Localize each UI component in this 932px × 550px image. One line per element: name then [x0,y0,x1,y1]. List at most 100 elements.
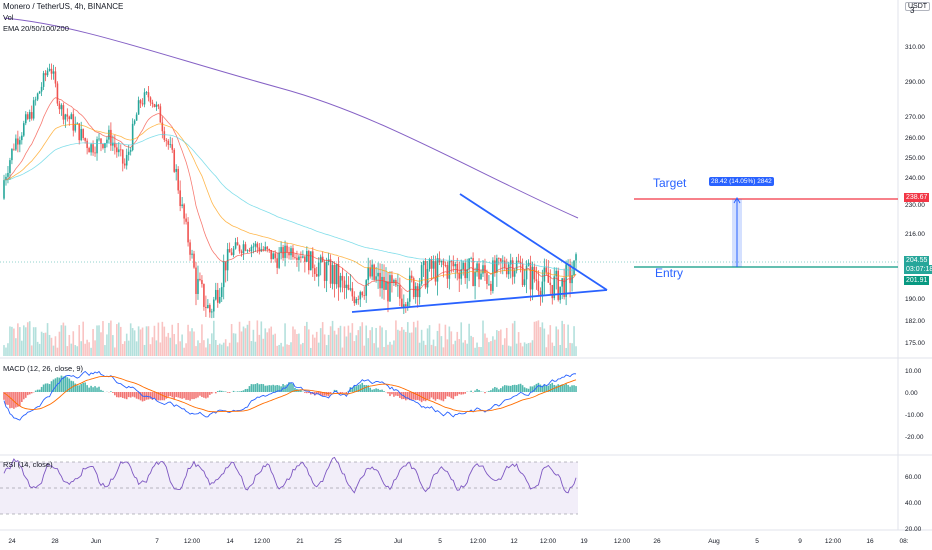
volume-bar [355,335,358,356]
volume-bar [207,338,209,356]
candle-body [339,275,342,288]
candle-body [60,105,63,110]
candle-body [553,276,556,299]
candle-body [108,129,110,140]
candle-body [135,114,138,121]
macd-legend[interactable]: MACD (12, 26, close, 9) [3,364,84,373]
symbol-title[interactable]: Monero / TetherUS, 4h, BINANCE [3,2,124,11]
macd-histogram-bar [236,391,239,392]
macd-histogram-bar [102,390,104,392]
candle-body [470,258,472,259]
candle-body [177,168,179,191]
candle-body [545,267,548,273]
ema-legend[interactable]: EMA 20/50/100/200 [3,24,69,33]
candle-body [22,123,25,136]
currency-badge[interactable]: USDT [905,2,931,11]
candle-body [116,147,118,153]
volume-bar [193,331,195,356]
time-tick-label: 12:00 [470,538,487,545]
macd-histogram-bar [571,385,573,392]
candle-body [389,275,391,302]
volume-bar [569,342,571,356]
volume-bar [531,340,534,356]
volume-bar [175,344,177,356]
macd-histogram-bar [500,388,502,392]
volume-bar [199,342,201,356]
macd-histogram-bar [274,385,276,392]
candle-body [529,262,532,290]
candle-body [64,114,67,120]
volume-bar [50,337,53,356]
candle-body [11,148,13,161]
volume-bar [498,331,500,356]
candle-body [58,103,61,110]
candle-body [306,251,308,262]
candle-body [127,151,130,155]
candle-body [537,281,540,292]
rsi-legend[interactable]: RSI (14, close) [3,460,53,469]
volume-bar [391,344,393,356]
macd-histogram-bar [21,392,23,402]
volume-bar [337,327,340,356]
candle-body [494,260,496,273]
macd-histogram-bar [54,378,57,392]
time-tick-label: 24 [8,538,16,545]
macd-histogram-bar [304,392,306,393]
candle-body [456,264,459,273]
volume-bar [282,346,284,356]
volume-bar [418,342,421,356]
volume-bar [309,347,312,356]
volume-bar [286,344,288,356]
macd-histogram-bar [232,390,235,392]
macd-histogram-bar [5,392,7,405]
macd-line [3,370,577,421]
volume-bar [238,321,241,356]
candle-body [199,278,201,281]
volume-bar [555,326,558,356]
candle-body [38,91,41,94]
volume-bar [145,326,148,356]
macd-histogram-bar [294,387,296,392]
time-tick-label: 25 [334,538,342,545]
volume-bar [66,346,69,356]
volume-bar [369,330,371,356]
macd-histogram-bar [511,385,514,392]
candle-body [133,120,136,124]
candle-body [406,301,409,307]
macd-histogram-bar [496,387,498,392]
macd-histogram-bar [19,392,21,407]
volume-bar [533,321,536,356]
macd-histogram-bar [26,392,29,396]
volume-bar [159,342,162,356]
price-tick-label: 310.00 [905,44,925,51]
macd-histogram-bar [361,382,364,392]
macd-histogram-bar [434,392,437,401]
macd-histogram-bar [133,392,136,398]
candle-body [543,267,546,282]
volume-bar [292,326,294,356]
macd-histogram-bar [563,384,565,392]
candle-body [397,285,399,287]
time-tick-label: 21 [296,538,304,545]
macd-histogram-bar [478,389,480,392]
candle-body [539,291,542,296]
macd-histogram-bar [24,392,27,398]
macd-histogram-bar [131,392,134,397]
volume-bar [70,343,73,356]
macd-histogram-bar [119,392,122,398]
candle-body [517,260,520,262]
macd-histogram-bar [88,387,90,392]
volume-bar [470,335,472,356]
candle-body [337,264,340,288]
volume-bar [26,322,29,356]
candle-body [149,97,152,103]
candle-body [72,114,75,131]
volume-bar [553,345,556,356]
macd-histogram-bar [220,390,223,392]
macd-histogram-bar [492,388,494,392]
volume-legend[interactable]: Vol [3,13,14,22]
volume-bar [266,332,269,356]
candle-body [375,276,377,280]
macd-histogram-bar [173,392,176,400]
